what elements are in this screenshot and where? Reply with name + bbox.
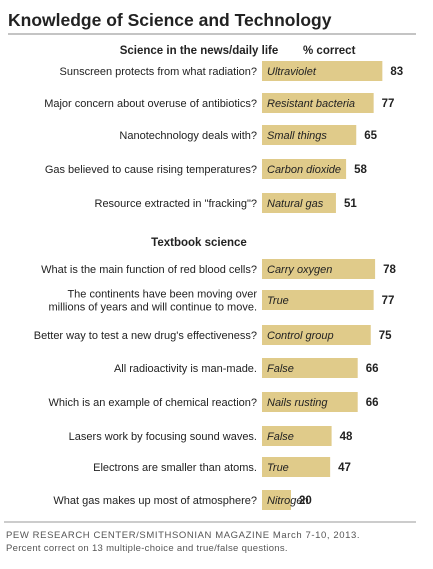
answer-label: True [267,295,289,307]
value-label: 65 [364,130,377,142]
question-label: Lasers work by focusing sound waves. [69,431,257,443]
bar [262,392,358,412]
value-label: 48 [340,431,353,443]
value-label: 47 [338,462,351,474]
bar [262,358,358,378]
bar [262,259,376,279]
value-label: 83 [390,66,403,78]
bar [262,61,383,81]
answer-label: Small things [267,130,327,142]
note-text: Percent correct on 13 multiple-choice an… [6,543,288,554]
section-header: Science in the news/daily life [120,45,279,57]
question-label: What gas makes up most of atmosphere? [53,495,257,507]
value-label: 78 [383,264,396,276]
value-label: 77 [382,295,395,307]
question-label: Nanotechnology deals with? [119,130,257,142]
question-label: The continents have been moving over [67,289,257,301]
question-label: Gas believed to cause rising temperature… [45,164,257,176]
question-label: Which is an example of chemical reaction… [49,397,257,409]
bar [262,490,291,510]
bar [262,93,374,113]
value-label: 77 [382,98,395,110]
bar [262,290,374,310]
section-header: Textbook science [151,237,247,249]
bar [262,325,371,345]
bar [262,426,332,446]
value-label: 51 [344,198,357,210]
value-label: 66 [366,397,379,409]
value-label: 20 [299,495,312,507]
question-label: Sunscreen protects from what radiation? [60,66,258,78]
answer-label: Nitrogen [267,495,309,507]
value-label: 66 [366,363,379,375]
question-label: Better way to test a new drug's effectiv… [34,330,257,342]
question-label: All radioactivity is man-made. [114,363,257,375]
answer-label: Nails rusting [267,397,328,409]
question-label: Resource extracted in "fracking"? [95,198,258,210]
question-label: What is the main function of red blood c… [41,264,257,276]
chart-title: Knowledge of Science and Technology [8,10,332,30]
chart-rows: Science in the news/daily life Ultraviole… [34,45,403,510]
answer-label: Natural gas [267,198,324,210]
answer-label: Ultraviolet [267,66,317,78]
bar [262,125,357,145]
answer-label: False [267,431,294,443]
value-label: 58 [354,164,367,176]
column-header-percent-correct: % correct [303,45,356,57]
bar [262,193,336,213]
answer-label: False [267,363,294,375]
question-label: Electrons are smaller than atoms. [93,462,257,474]
question-label: Major concern about overuse of antibioti… [44,98,257,110]
value-label: 75 [379,330,392,342]
bar [262,457,331,477]
answer-label: Resistant bacteria [267,98,355,110]
answer-label: Carbon dioxide [267,164,341,176]
answer-label: Control group [267,330,334,342]
question-label: millions of years and will continue to m… [49,302,257,314]
bar [262,159,347,179]
answer-label: True [267,462,289,474]
answer-label: Carry oxygen [267,264,332,276]
source-text: PEW RESEARCH CENTER/SMITHSONIAN MAGAZINE… [6,530,360,541]
